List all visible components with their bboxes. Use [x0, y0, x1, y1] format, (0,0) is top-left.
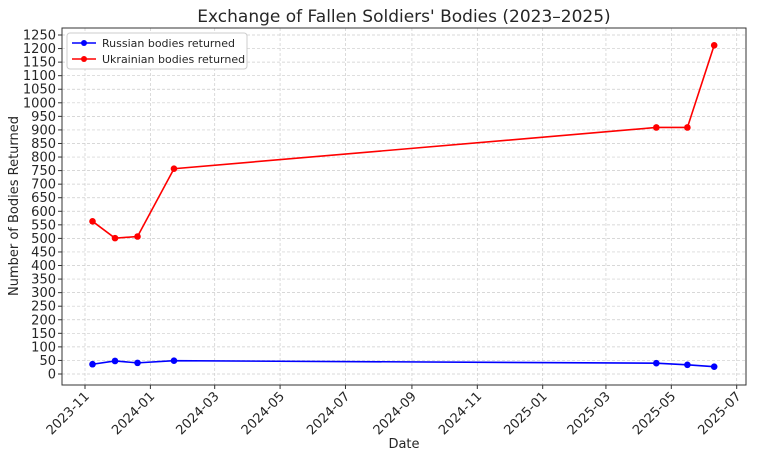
x-tick-label: 2024-07: [304, 389, 353, 438]
y-tick-label: 1050: [23, 83, 56, 98]
data-point: [653, 359, 660, 367]
y-tick-label: 900: [31, 123, 56, 138]
y-tick-label: 1100: [23, 69, 56, 84]
data-point: [134, 359, 141, 367]
y-tick-label: 1200: [23, 42, 56, 57]
x-tick-label: 2025-01: [501, 389, 550, 438]
y-tick-label: 950: [31, 110, 56, 125]
x-tick-label: 2025-03: [565, 389, 614, 438]
y-tick-label: 800: [31, 151, 56, 166]
data-point: [111, 357, 119, 365]
y-tick-label: 400: [31, 259, 56, 274]
plot-frame: [61, 27, 747, 386]
y-tick-label: 700: [31, 178, 56, 193]
data-point: [710, 363, 718, 370]
legend-label: Russian bodies returned: [102, 37, 235, 50]
x-axis-label: Date: [388, 437, 419, 452]
y-tick-label: 450: [31, 245, 56, 260]
x-tick-label: 2024-03: [174, 389, 223, 438]
x-tick-label: 2025-07: [696, 389, 745, 438]
y-tick-label: 350: [31, 273, 56, 288]
data-point: [684, 361, 691, 369]
data-point: [89, 218, 96, 225]
y-tick-label: 150: [31, 327, 56, 342]
y-tick-label: 0: [48, 368, 56, 383]
data-point: [653, 124, 660, 131]
y-axis-label: Number of Bodies Returned: [7, 116, 22, 296]
y-tick-label: 250: [31, 300, 56, 315]
x-axis: 2023-11 2024-01 2024-03 2024-05 2024-07 2024-…: [44, 385, 745, 438]
data-point: [170, 357, 178, 365]
data-point: [134, 233, 141, 240]
grid: [62, 28, 746, 385]
x-tick-label: 2025-05: [630, 389, 679, 438]
x-tick-label: 2024-01: [109, 389, 158, 438]
chart-title: Exchange of Fallen Soldiers' Bodies (202…: [197, 7, 610, 27]
legend: Russian bodies returned Ukrainian bodies …: [66, 32, 248, 70]
y-tick-label: 650: [31, 191, 56, 206]
series-layer: [89, 42, 718, 370]
legend-marker: [81, 56, 87, 62]
x-tick-label: 2024-11: [436, 389, 485, 438]
y-tick-label: 500: [31, 232, 56, 247]
legend-label: Ukrainian bodies returned: [102, 53, 245, 66]
data-point: [170, 165, 178, 173]
x-tick-label: 2024-09: [371, 389, 420, 438]
y-tick-label: 1000: [23, 96, 56, 111]
y-tick-label: 200: [31, 313, 56, 328]
legend-marker: [81, 40, 87, 46]
y-tick-label: 300: [31, 286, 56, 301]
y-tick-label: 1250: [23, 29, 56, 44]
y-tick-label: 600: [31, 205, 56, 220]
data-point: [684, 124, 691, 131]
data-point: [111, 234, 119, 242]
y-axis: 0501001502002503003504004505005506006507…: [23, 29, 62, 383]
y-tick-label: 100: [31, 340, 56, 355]
data-point: [89, 360, 96, 368]
y-tick-label: 1150: [23, 56, 56, 71]
x-tick-label: 2024-05: [239, 389, 288, 438]
legend-box: [66, 32, 248, 70]
series-line: [92, 359, 715, 368]
y-tick-label: 750: [31, 164, 56, 179]
y-tick-label: 550: [31, 218, 56, 233]
x-tick-label: 2023-11: [44, 389, 93, 438]
y-tick-label: 850: [31, 137, 56, 152]
y-tick-label: 50: [39, 354, 56, 369]
data-point: [710, 42, 718, 49]
series-line: [92, 45, 715, 239]
